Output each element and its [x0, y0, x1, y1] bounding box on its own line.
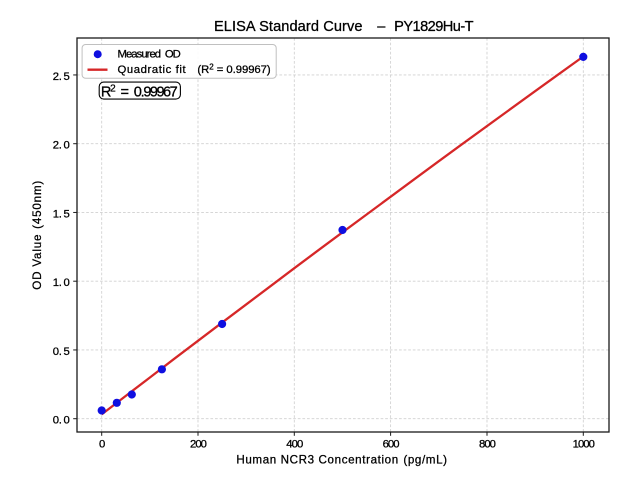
svg-text:1000: 1000: [573, 438, 595, 450]
svg-text:200: 200: [190, 438, 207, 450]
svg-text:OD Value (450nm): OD Value (450nm): [31, 180, 44, 290]
svg-text:400: 400: [286, 438, 303, 450]
svg-text:Human NCR3 Concentration (pg/: Human NCR3 Concentration (pg/mL): [236, 453, 447, 466]
svg-text:1. 0: 1. 0: [53, 277, 70, 289]
svg-text:1. 5: 1. 5: [53, 208, 70, 220]
svg-text:0: 0: [99, 438, 105, 450]
svg-text:Quadratic fit (R2 = 0.99967): Quadratic fit (R2 = 0.99967): [118, 63, 271, 77]
svg-text:ELISA Standard Curve – PY1829: ELISA Standard Curve – PY1829Hu-T: [214, 19, 474, 35]
svg-text:0. 5: 0. 5: [53, 346, 70, 358]
svg-text:0. 0: 0. 0: [53, 415, 70, 427]
svg-text:600: 600: [383, 438, 400, 450]
svg-text:2. 5: 2. 5: [53, 71, 70, 83]
svg-text:800: 800: [479, 438, 496, 450]
svg-text:R2 = 0.99967: R2 = 0.99967: [101, 84, 178, 101]
svg-text:Measured OD: Measured OD: [118, 48, 181, 60]
svg-text:2. 0: 2. 0: [53, 140, 70, 152]
